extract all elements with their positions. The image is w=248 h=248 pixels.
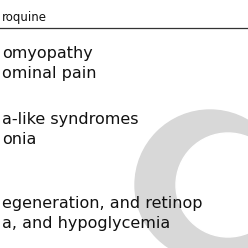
Text: roquine: roquine — [2, 11, 47, 24]
Circle shape — [135, 110, 248, 248]
Text: a, and hypoglycemia: a, and hypoglycemia — [2, 216, 170, 231]
Text: onia: onia — [2, 132, 36, 147]
Text: ominal pain: ominal pain — [2, 66, 96, 81]
Text: egeneration, and retinop: egeneration, and retinop — [2, 196, 203, 211]
Text: a-like syndromes: a-like syndromes — [2, 112, 138, 127]
Circle shape — [176, 133, 248, 237]
Text: omyopathy: omyopathy — [2, 46, 93, 61]
